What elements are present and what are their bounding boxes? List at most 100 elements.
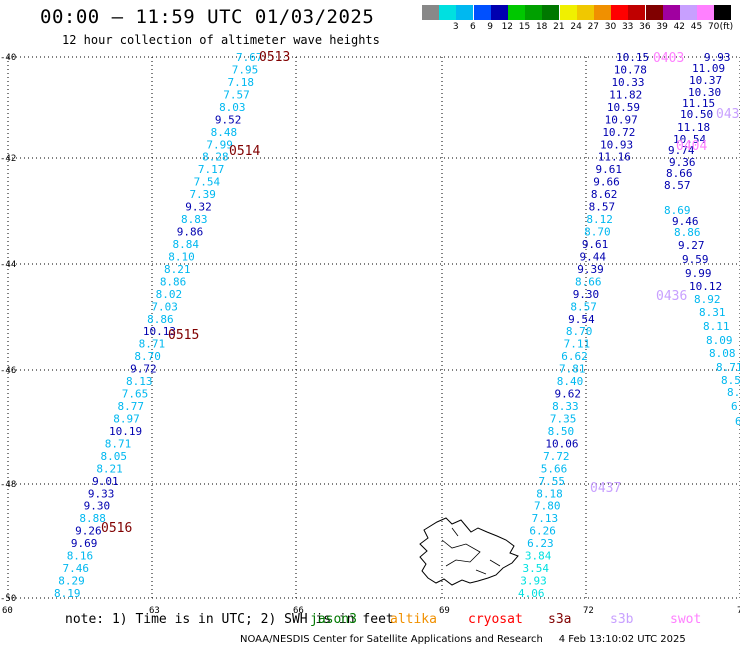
kerguelen-island-outline [419, 517, 519, 586]
island-inner-coast [451, 527, 501, 575]
track-value-label: 8.0 [727, 386, 740, 399]
track-value-label: 8.70 [566, 325, 593, 338]
scale-swatch [559, 5, 577, 20]
track-value-label: 9.30 [84, 500, 111, 513]
track-value-label: 8.05 [101, 450, 128, 463]
track-value-label: 5.66 [541, 462, 568, 475]
track-value-label: 8.03 [219, 101, 246, 114]
track-value-label: 9.66 [593, 176, 620, 189]
track-value-label: 8.28 [202, 151, 229, 164]
track-value-label: 10.37 [689, 74, 722, 87]
track-value-label: 6.62 [561, 350, 588, 363]
scale-label: 30 [604, 22, 617, 32]
satellite-legend-item: s3b [610, 612, 634, 627]
track-value-label: 10.59 [607, 101, 640, 114]
track-value-label: 9.39 [577, 263, 604, 276]
scale-swatch [508, 5, 525, 20]
track-value-label: 8.69 [664, 204, 691, 217]
satellite-legend-item: jason3 [310, 612, 357, 627]
pass-time-label: 043 [716, 107, 739, 122]
track-value-label: 7.18 [228, 76, 255, 89]
track-value-label: 8.33 [552, 400, 579, 413]
track-value-label: 7.03 [151, 300, 178, 313]
track-value-label: 7.81 [559, 363, 586, 376]
longitude-label: 72 [583, 606, 594, 616]
satellite-legend-item: swot [670, 612, 702, 627]
track-value-label: 9.72 [130, 363, 157, 376]
track-value-label: 3.93 [520, 575, 547, 588]
track-value-label: 8.97 [113, 412, 140, 425]
satellite-legend-item: s3a [548, 612, 572, 627]
scale-swatch [697, 5, 715, 20]
scale-label: 15 [518, 22, 531, 32]
scale-label: 36 [639, 22, 651, 32]
track-value-label: 3.54 [523, 562, 550, 575]
track-value-label: 9.99 [685, 267, 712, 280]
track-value-label: 8.11 [703, 320, 730, 333]
latitude-label: -48 [0, 480, 16, 490]
track-value-label: 9.93 [704, 51, 731, 64]
track-value-label: 7.46 [62, 562, 89, 575]
track-value-label: 7.65 [122, 388, 149, 401]
latitude-label: -46 [0, 366, 16, 376]
track-value-label: 8.83 [181, 213, 208, 226]
scale-label: 27 [587, 22, 600, 32]
longitude-label: 66 [293, 606, 304, 616]
track-value-label: 9.27 [678, 239, 705, 252]
track-value-label: 11.82 [609, 88, 642, 101]
track-value-label: 8.13 [126, 375, 153, 388]
track-value-label: 10.33 [611, 76, 644, 89]
track-value-label: 8.21 [164, 263, 191, 276]
footer-note: note: 1) Time is in UTC; 2) SWH is in fe… [65, 612, 394, 627]
scale-swatch [422, 5, 439, 20]
track-value-label: 11.16 [598, 151, 631, 164]
pass-time-label: 0516 [101, 521, 132, 536]
track-value-label: 6 [735, 415, 740, 428]
latitude-label: -42 [0, 154, 16, 164]
scale-label: 18 [535, 22, 548, 32]
track-value-label: 7.11 [564, 338, 591, 351]
pass-time-label: 0513 [259, 50, 290, 65]
track-value-label: 6. [731, 400, 740, 413]
track-value-label: 8.57 [589, 201, 616, 214]
scale-label: 3 [452, 22, 459, 32]
page-title: 00:00 – 11:59 UTC 01/03/2025 [40, 6, 375, 28]
satellite-legend-item: altika [390, 612, 437, 627]
track-value-label: 8.50 [721, 374, 740, 387]
generated-timestamp: 4 Feb 13:10:02 UTC 2025 [558, 634, 686, 645]
track-value-label: 9.62 [554, 388, 581, 401]
scale-swatch [456, 5, 474, 20]
track-value-label: 8.70 [134, 350, 161, 363]
track-value-label: 9.52 [215, 113, 242, 126]
track-value-label: 8.08 [709, 347, 736, 360]
track-value-label: 10.13 [143, 325, 176, 338]
track-value-label: 10.78 [614, 63, 647, 76]
latitude-label: -50 [0, 594, 16, 604]
scale-label: 70 [707, 22, 720, 32]
track-value-label: 7.99 [206, 138, 233, 151]
track-value-label: 8.86 [147, 313, 174, 326]
track-value-label: 10.06 [545, 437, 578, 450]
track-value-label: 8.66 [666, 167, 693, 180]
scale-label: 33 [621, 22, 634, 32]
pass-time-label: 0403 [653, 51, 684, 66]
track-value-label: 9.46 [672, 215, 699, 228]
scale-label: 21 [553, 22, 565, 32]
track-value-label: 8.50 [548, 425, 575, 438]
scale-label: 45 [690, 22, 703, 32]
track-value-label: 10.30 [688, 86, 721, 99]
track-value-label: 8.77 [117, 400, 144, 413]
track-value-label: 10.50 [680, 108, 713, 121]
scale-label: 39 [656, 22, 668, 32]
track-value-label: 7.67 [236, 51, 263, 64]
credit-text: NOAA/NESDIS Center for Satellite Applica… [240, 634, 543, 645]
track-value-label: 7.57 [223, 88, 250, 101]
page-subtitle: 12 hour collection of altimeter wave hei… [62, 33, 380, 47]
track-value-label: 8.57 [570, 300, 597, 313]
track-value-label: 7.17 [198, 163, 225, 176]
track-value-label: 8.16 [67, 550, 94, 563]
track-value-label: 8.29 [58, 575, 85, 588]
latitude-label: -40 [0, 53, 16, 63]
scale-swatch [714, 5, 732, 20]
track-value-label: 9.54 [568, 313, 595, 326]
